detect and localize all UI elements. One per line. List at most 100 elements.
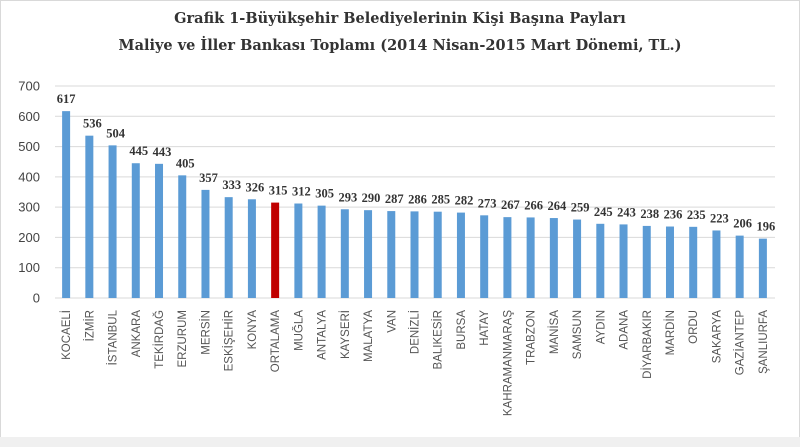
x-tick-label: İZMİR xyxy=(83,310,96,341)
x-tick-label: ORTALAMA xyxy=(270,310,282,373)
bar xyxy=(155,163,164,298)
x-tick-label: BURSA xyxy=(456,310,468,350)
data-label: 305 xyxy=(315,187,334,201)
bar xyxy=(247,199,256,298)
bar xyxy=(619,224,628,298)
data-label: 206 xyxy=(733,217,752,231)
data-label: 245 xyxy=(594,205,613,219)
x-tick-label: MANİSA xyxy=(548,310,561,354)
data-label: 357 xyxy=(199,171,218,185)
bar xyxy=(549,218,558,298)
bar xyxy=(62,111,71,298)
data-label: 536 xyxy=(83,117,102,131)
bottom-strip xyxy=(0,437,800,447)
bar xyxy=(642,225,651,298)
data-label: 235 xyxy=(687,208,706,222)
x-tick-label: MERSİN xyxy=(199,310,212,355)
bar xyxy=(294,203,303,298)
data-label: 238 xyxy=(640,207,659,221)
x-tick-label: ANKARA xyxy=(131,310,143,358)
x-tick-label: ANTALYA xyxy=(317,310,329,360)
bar xyxy=(596,223,605,298)
bar xyxy=(480,215,489,298)
bar xyxy=(758,238,767,298)
bar xyxy=(108,145,117,298)
data-label: 285 xyxy=(431,193,450,207)
bar xyxy=(573,219,582,298)
x-tick-label: MUĞLA xyxy=(292,310,305,351)
bar xyxy=(85,135,94,298)
bar xyxy=(201,189,210,298)
x-tick-label: ORDU xyxy=(688,310,700,344)
data-label: 286 xyxy=(408,192,427,206)
data-label: 273 xyxy=(478,196,497,210)
bar xyxy=(526,217,535,298)
x-tick-label: AYDIN xyxy=(595,310,607,344)
data-label: 617 xyxy=(57,92,76,106)
x-tick-label: HATAY xyxy=(479,310,491,346)
x-tick-label: ADANA xyxy=(619,310,631,350)
bar xyxy=(735,235,744,298)
data-label: 293 xyxy=(338,190,357,204)
data-label: 282 xyxy=(455,194,474,208)
data-label: 290 xyxy=(362,191,381,205)
bar xyxy=(456,212,465,298)
data-label: 264 xyxy=(547,199,567,213)
bar xyxy=(689,226,698,298)
bar xyxy=(340,209,349,298)
x-tick-label: TEKİRDAĞ xyxy=(153,310,166,369)
data-label: 445 xyxy=(129,144,148,158)
x-tick-label: KAHRAMANMARAŞ xyxy=(502,310,514,416)
bar xyxy=(364,210,373,298)
bar xyxy=(317,205,326,298)
bar xyxy=(131,163,140,298)
data-label: 266 xyxy=(524,198,543,212)
data-label: 259 xyxy=(571,201,590,215)
x-tick-label: MARDİN xyxy=(664,310,677,355)
x-tick-label: KOCAELİ xyxy=(60,310,73,360)
data-label: 333 xyxy=(222,178,241,192)
x-tick-label: ESKİŞEHİR xyxy=(223,310,236,371)
data-label: 196 xyxy=(757,220,776,234)
bar xyxy=(178,175,187,298)
data-label: 243 xyxy=(617,205,636,219)
x-tick-label: ERZURUM xyxy=(177,310,189,368)
data-label: 223 xyxy=(710,211,729,225)
bar xyxy=(433,211,442,298)
bar xyxy=(271,202,280,298)
x-tick-label: KAYSERİ xyxy=(339,310,352,359)
bar xyxy=(387,211,396,298)
bar xyxy=(503,217,512,298)
bar xyxy=(224,197,233,298)
data-label: 326 xyxy=(246,180,265,194)
x-tick-label: DİYARBAKIR xyxy=(641,310,654,379)
x-tick-label: İSTANBUL xyxy=(107,309,120,365)
x-tick-label: GAZİANTEP xyxy=(734,310,747,376)
y-tick-label: 300 xyxy=(18,200,40,215)
bar xyxy=(410,211,419,298)
x-tick-label: SAMSUN xyxy=(572,310,584,359)
data-label: 287 xyxy=(385,192,404,206)
bar xyxy=(665,226,674,298)
data-label: 236 xyxy=(664,208,683,222)
x-tick-label: VAN xyxy=(386,310,398,333)
y-tick-label: 500 xyxy=(18,139,40,154)
y-tick-label: 100 xyxy=(18,260,40,275)
data-label: 405 xyxy=(176,156,195,170)
data-label: 443 xyxy=(153,145,172,159)
chart-subtitle: Maliye ve İller Bankası Toplamı (2014 Ni… xyxy=(119,35,682,54)
y-tick-label: 0 xyxy=(33,291,40,306)
x-tick-label: ŞANLIURFA xyxy=(758,310,770,374)
data-label: 504 xyxy=(106,126,126,140)
x-tick-label: BALIKESİR xyxy=(432,310,445,369)
x-tick-label: KONYA xyxy=(247,310,259,350)
chart-title: Grafik 1-Büyükşehir Belediyelerinin Kişi… xyxy=(174,10,626,27)
x-tick-label: TRABZON xyxy=(526,310,538,365)
data-label: 315 xyxy=(269,184,288,198)
y-tick-label: 200 xyxy=(18,230,40,245)
x-tick-label: SAKARYA xyxy=(711,310,723,364)
x-tick-label: DENİZLİ xyxy=(409,310,422,354)
y-tick-label: 600 xyxy=(18,109,40,124)
x-tick-label: MALATYA xyxy=(363,310,375,362)
